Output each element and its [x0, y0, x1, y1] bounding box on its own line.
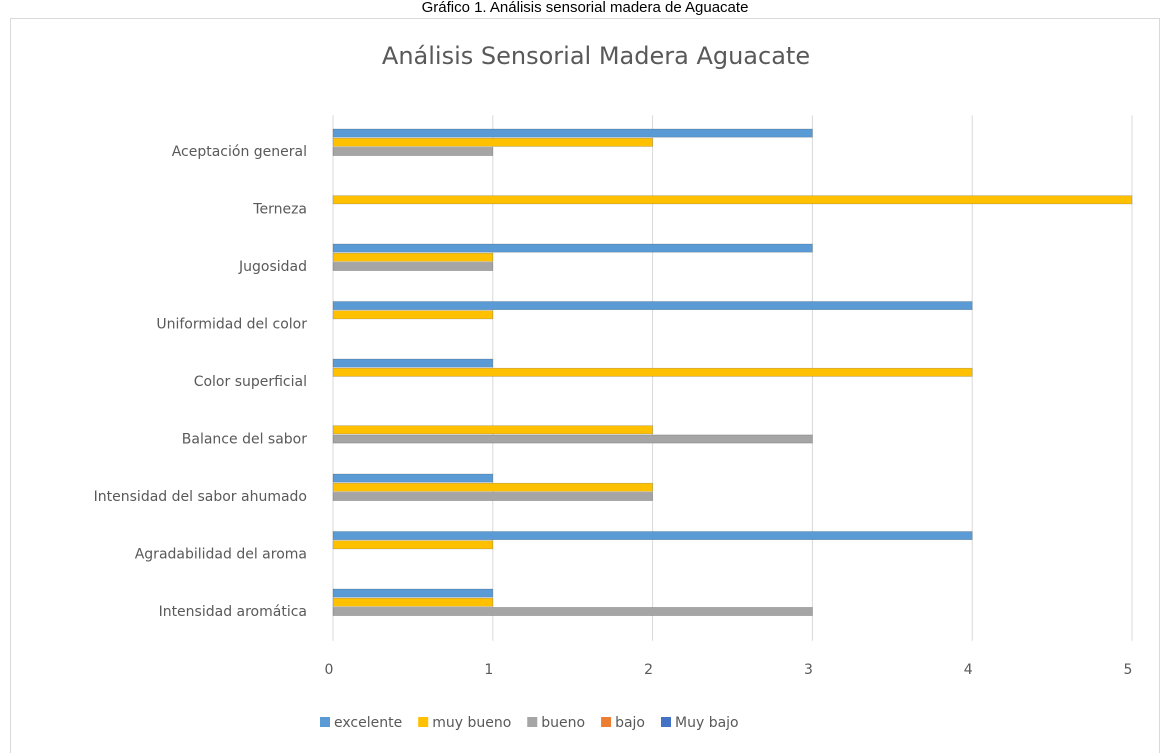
bar [332, 434, 813, 444]
bar [332, 128, 813, 138]
chart-title: Análisis Sensorial Madera Aguacate [382, 42, 810, 70]
bar [332, 597, 494, 607]
bar [332, 588, 494, 598]
y-tick-label: Jugosidad [238, 259, 307, 275]
bar [332, 367, 973, 377]
caption: Gráfico 1. Análisis sensorial madera de … [422, 0, 749, 16]
x-tick-label: 4 [964, 662, 973, 678]
bar [332, 540, 494, 550]
legend-swatch [418, 717, 429, 727]
bar [332, 531, 973, 540]
y-tick-label: Balance del sabor [182, 432, 307, 448]
bar [332, 473, 494, 483]
legend-label: bajo [615, 715, 645, 731]
bar [332, 425, 653, 435]
bar [332, 243, 813, 253]
bar [332, 301, 973, 310]
legend-label: muy bueno [432, 715, 511, 731]
legend-label: Muy bajo [675, 715, 739, 731]
legend-swatch [601, 717, 612, 727]
x-tick-label: 3 [804, 662, 813, 678]
bar [332, 262, 494, 271]
bar [332, 482, 653, 492]
bar [332, 195, 1133, 205]
x-tick-label: 5 [1124, 662, 1133, 678]
y-tick-label: Uniformidad del color [156, 317, 307, 333]
bar [332, 252, 494, 262]
legend-label: bueno [541, 715, 585, 731]
x-tick-label: 1 [484, 662, 493, 678]
chart-border [10, 18, 1160, 753]
bar [332, 358, 494, 368]
legend-label: excelente [334, 715, 402, 731]
bar [332, 492, 653, 501]
y-tick-label: Intensidad aromática [159, 604, 307, 620]
x-tick-label: 2 [644, 662, 653, 678]
y-tick-label: Aceptación general [172, 144, 307, 160]
y-tick-label: Intensidad del sabor ahumado [94, 489, 307, 505]
bar [332, 310, 494, 320]
y-tick-label: Color superficial [194, 374, 307, 390]
bar [332, 147, 494, 156]
legend-swatch [527, 717, 538, 727]
bar [332, 137, 653, 147]
bar [332, 607, 813, 616]
legend-swatch [320, 717, 330, 727]
y-tick-label: Agradabilidad del aroma [135, 547, 307, 563]
x-tick-label: 0 [325, 662, 334, 678]
y-tick-label: Terneza [252, 202, 307, 218]
legend-swatch [661, 717, 671, 727]
